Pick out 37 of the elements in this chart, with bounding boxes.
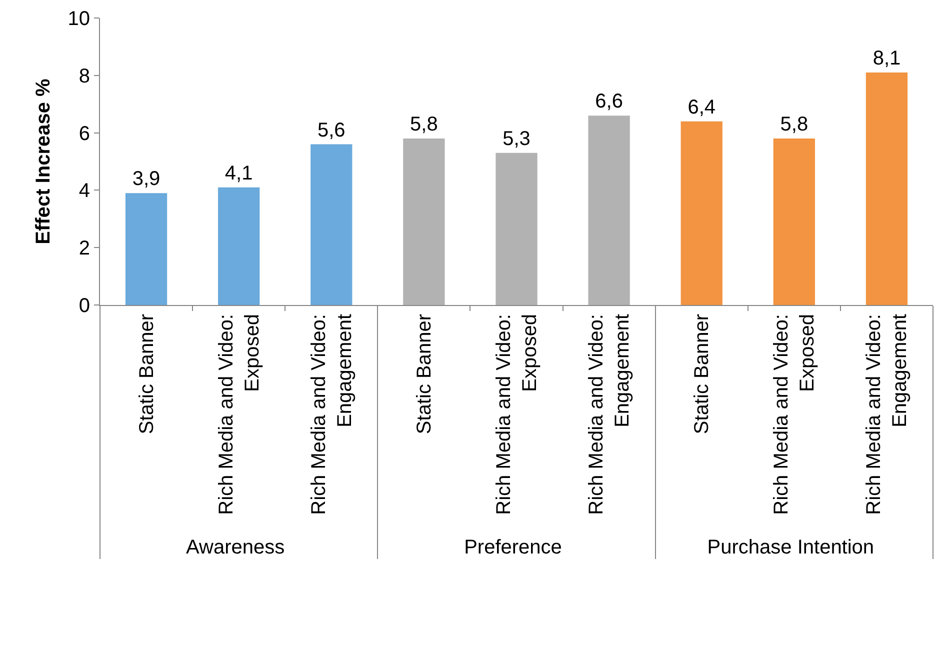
bar [588,116,630,305]
x-tick-label: Rich Media and Video: Engagement [586,314,634,515]
bar [310,144,352,305]
y-tick-label: 0 [78,295,90,317]
x-tick-label: Static Banner [691,314,714,434]
y-tick-label: 6 [78,122,90,145]
x-tick-label: Rich Media and Video: Engagement [308,314,356,515]
bar [403,138,445,305]
y-tick-label: 2 [78,238,90,260]
x-tick-label: Static Banner [136,314,158,434]
bar [866,72,908,305]
y-axis-title: Effect Increase % [32,78,54,244]
data-label: 6,4 [688,96,716,118]
y-tick-label: 10 [68,8,90,30]
bar [773,138,815,305]
x-tick-label: Rich Media and Video: Exposed [770,314,819,515]
y-tick-label: 8 [78,65,90,88]
x-tick-label: Rich Media and Video: Exposed [493,314,541,515]
text: Preference [464,536,562,558]
bar [218,187,260,305]
x-tick-label: Rich Media and Video: Exposed [215,314,264,515]
data-label: 5,3 [502,128,530,150]
data-label: 6,6 [595,90,623,113]
data-label: 8,1 [872,48,901,70]
data-label: 5,6 [317,119,346,142]
data-label: 4,1 [224,162,253,184]
x-tick-label: Rich Media and Video: Engagement [863,314,912,515]
data-label: 5,8 [410,114,438,136]
data-label: 3,9 [132,168,160,190]
text: Awareness [186,536,285,558]
bar [496,152,538,305]
bar [680,121,722,305]
text: Purchase Intention [707,536,874,558]
data-label: 5,8 [780,114,808,136]
x-tick-label: Static Banner [413,314,436,434]
bar [125,193,168,305]
y-tick-label: 4 [78,180,90,202]
